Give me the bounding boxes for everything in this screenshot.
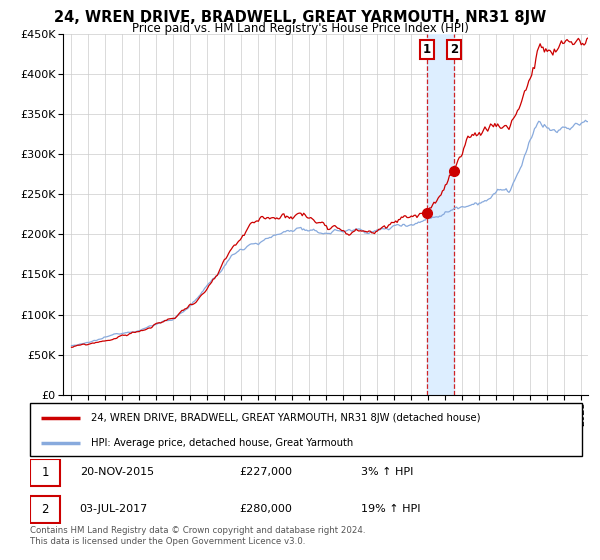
Text: HPI: Average price, detached house, Great Yarmouth: HPI: Average price, detached house, Grea… bbox=[91, 437, 353, 447]
Text: 2: 2 bbox=[450, 43, 458, 56]
Text: 1: 1 bbox=[41, 465, 49, 479]
Text: £227,000: £227,000 bbox=[240, 467, 293, 477]
Text: 20-NOV-2015: 20-NOV-2015 bbox=[80, 467, 154, 477]
Bar bbox=[427, 34, 454, 395]
FancyBboxPatch shape bbox=[30, 459, 61, 486]
Text: Contains HM Land Registry data © Crown copyright and database right 2024.
This d: Contains HM Land Registry data © Crown c… bbox=[30, 526, 365, 546]
Text: 1: 1 bbox=[422, 43, 431, 56]
Text: 03-JUL-2017: 03-JUL-2017 bbox=[80, 505, 148, 515]
Text: Price paid vs. HM Land Registry's House Price Index (HPI): Price paid vs. HM Land Registry's House … bbox=[131, 22, 469, 35]
Text: 3% ↑ HPI: 3% ↑ HPI bbox=[361, 467, 413, 477]
Text: 19% ↑ HPI: 19% ↑ HPI bbox=[361, 505, 421, 515]
Text: 24, WREN DRIVE, BRADWELL, GREAT YARMOUTH, NR31 8JW: 24, WREN DRIVE, BRADWELL, GREAT YARMOUTH… bbox=[54, 10, 546, 25]
Text: 2: 2 bbox=[41, 503, 49, 516]
Text: 24, WREN DRIVE, BRADWELL, GREAT YARMOUTH, NR31 8JW (detached house): 24, WREN DRIVE, BRADWELL, GREAT YARMOUTH… bbox=[91, 413, 480, 423]
FancyBboxPatch shape bbox=[30, 403, 582, 456]
Text: £280,000: £280,000 bbox=[240, 505, 293, 515]
FancyBboxPatch shape bbox=[30, 496, 61, 523]
